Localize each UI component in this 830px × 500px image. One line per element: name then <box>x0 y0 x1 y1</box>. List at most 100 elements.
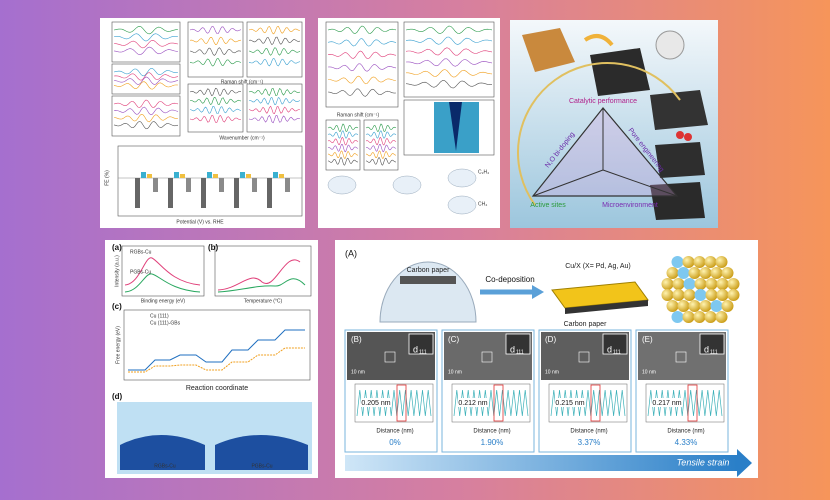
curve <box>365 136 397 146</box>
curve <box>405 80 492 89</box>
axis <box>602 169 678 197</box>
panel-label: (D) <box>545 335 556 344</box>
bar <box>201 178 206 208</box>
curve <box>405 36 493 45</box>
curve <box>113 120 179 130</box>
bar <box>174 172 179 178</box>
curve <box>406 69 493 78</box>
wavenumber-label: Wavenumber (cm⁻¹) <box>219 135 265 141</box>
curve <box>113 81 179 90</box>
curve <box>124 257 201 286</box>
bar <box>213 174 218 178</box>
arrow-head <box>532 285 544 299</box>
label: Carbon paper <box>407 267 450 274</box>
scale-bar: 10 nm <box>642 369 656 375</box>
x-label: Raman shift (cm⁻¹) <box>337 112 380 118</box>
frame <box>187 83 244 133</box>
atom <box>727 289 740 301</box>
curve <box>327 88 397 97</box>
scale-bar: 10 nm <box>545 369 559 375</box>
curve <box>365 130 397 139</box>
atom <box>716 289 729 301</box>
inset <box>699 333 725 355</box>
bar <box>273 172 278 178</box>
lattice-sub: 111 <box>419 349 427 355</box>
atom <box>672 278 685 290</box>
scale-bar: 10 nm <box>448 369 462 375</box>
curve <box>248 47 301 56</box>
performance-panel: Potential (V) vs. RHE FE (%) Raman shift… <box>100 18 305 228</box>
curve <box>113 33 179 42</box>
frame <box>187 21 244 78</box>
atom <box>710 267 723 279</box>
roi <box>481 351 493 363</box>
curve <box>189 36 242 45</box>
atom <box>693 311 706 323</box>
atom <box>682 256 695 268</box>
bar <box>207 172 212 178</box>
curve <box>189 106 242 114</box>
lattice: d <box>510 344 515 354</box>
atom <box>693 256 706 268</box>
atom <box>671 311 684 323</box>
atom <box>682 311 695 323</box>
profile <box>356 389 432 417</box>
bar <box>180 174 185 178</box>
panel-label: (B) <box>351 335 362 344</box>
atom <box>688 300 701 312</box>
label: Active sites <box>530 202 566 209</box>
curve <box>189 58 242 67</box>
product: C₂H₄ <box>478 169 489 175</box>
sample: RGBs-Cu <box>154 463 176 469</box>
bar <box>252 178 257 192</box>
label-bg <box>652 398 682 407</box>
frame <box>111 95 181 137</box>
frame <box>121 245 205 297</box>
lattice-sub: 111 <box>613 349 621 355</box>
curve <box>189 47 242 56</box>
bar <box>186 178 191 192</box>
frame <box>246 21 303 78</box>
bar <box>141 172 146 178</box>
strain-arrow <box>345 455 737 471</box>
label: Carbon paper <box>564 321 607 328</box>
strain: 4.33% <box>675 438 698 447</box>
atom <box>715 256 728 268</box>
lattice: d <box>704 344 709 354</box>
panel-label: (C) <box>448 335 459 344</box>
column-frame <box>344 329 438 453</box>
curve <box>327 38 397 47</box>
highlight <box>590 384 601 422</box>
legend: Cu (111)-GBs <box>150 320 181 326</box>
bar <box>234 178 239 208</box>
scheme <box>447 195 477 215</box>
atom <box>699 300 712 312</box>
atom <box>716 278 729 290</box>
curve <box>113 46 179 56</box>
column-frame <box>538 329 632 453</box>
bar <box>168 178 173 208</box>
lattice: d <box>413 344 418 354</box>
atom <box>677 267 690 279</box>
inset <box>602 333 628 355</box>
curve <box>327 63 397 72</box>
atom <box>666 300 679 312</box>
curve <box>113 99 179 108</box>
label-bg <box>555 398 585 407</box>
atom <box>694 289 707 301</box>
arrow <box>583 34 614 47</box>
panel-label: (b) <box>208 243 219 252</box>
highlight <box>396 384 407 422</box>
atom <box>666 267 679 279</box>
axis <box>532 169 604 197</box>
highlight <box>493 384 504 422</box>
atom <box>704 256 717 268</box>
legend: Cu (111) <box>150 313 169 319</box>
sheet <box>655 142 705 178</box>
bar <box>153 178 158 192</box>
carbon-paper <box>400 276 456 284</box>
frame <box>403 21 495 98</box>
curve <box>248 88 301 96</box>
atom <box>677 300 690 312</box>
curve <box>113 39 179 49</box>
